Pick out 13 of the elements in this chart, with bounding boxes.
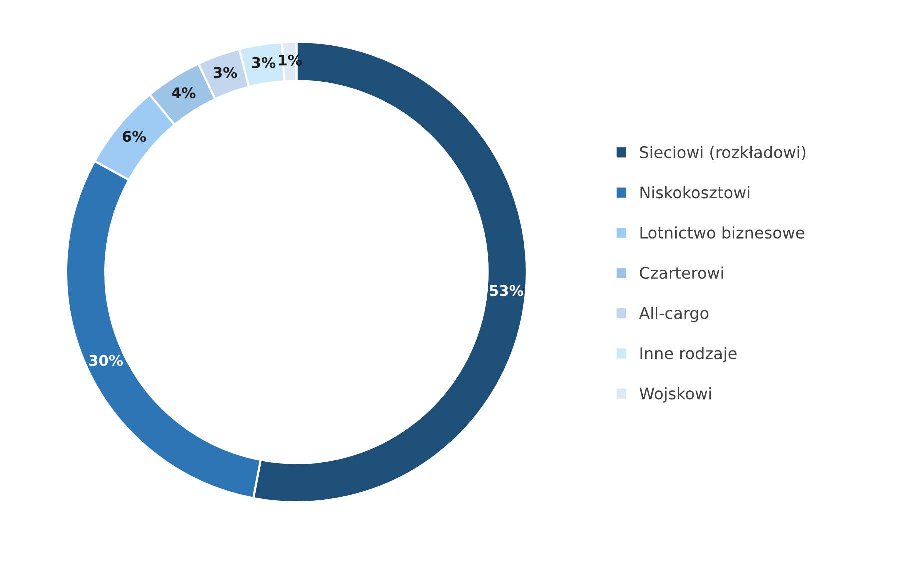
data-label: 6% [122,131,146,142]
legend-label: Inne rodzaje [640,347,737,363]
data-label: 3% [214,67,238,78]
legend-label: Wojskowi [640,387,712,403]
legend-label: Czarterowi [640,266,724,280]
legend-label: Sieciowi (rozkładowi) [640,146,806,160]
data-label: 30% [90,355,124,366]
legend-label: All-cargo [639,306,709,322]
legend-label: Lotnictwo biznesowe [640,226,804,239]
data-label: 53% [490,285,524,296]
legend-label: Niskokosztowi [640,186,750,199]
data-label: 4% [172,88,196,99]
data-label: 3% [252,57,276,68]
